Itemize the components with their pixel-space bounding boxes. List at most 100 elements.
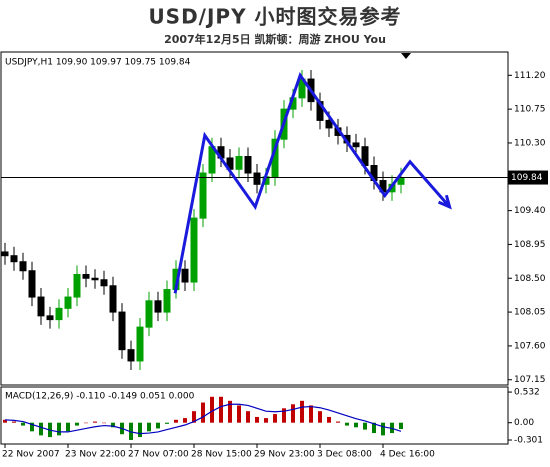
macd-bar [192, 411, 196, 423]
macd-bar [147, 422, 151, 432]
candle-body [181, 268, 189, 283]
candle-body [325, 119, 333, 129]
macd-bar [156, 422, 160, 429]
candle-body [82, 274, 90, 279]
candle-body [253, 172, 261, 185]
macd-y-tick-label: 0.532 [514, 388, 540, 398]
candle-body [145, 300, 153, 328]
macd-bar [363, 422, 367, 430]
macd-signal [4, 403, 402, 435]
x-tick-label: 28 Nov 15:00 [191, 450, 252, 460]
y-tick-label: 109.40 [514, 206, 546, 216]
macd-bar [21, 422, 25, 426]
x-tick-label: 3 Dec 08:00 [317, 450, 372, 460]
candle-body [136, 326, 144, 362]
macd-bar [93, 421, 97, 423]
macd-bar [273, 414, 277, 423]
macd-y-tick-label: 0.00 [514, 418, 534, 428]
macd-bar [372, 422, 376, 434]
macd-bar [210, 396, 214, 423]
main-panel [0, 51, 509, 386]
candle-body [19, 261, 27, 272]
macd-bar [318, 411, 322, 423]
x-tick-label: 4 Dec 16:00 [380, 450, 435, 460]
candle-body [28, 270, 36, 298]
candle-body [10, 255, 18, 263]
macd-bar [381, 422, 385, 436]
macd-bar [201, 402, 205, 423]
candle-body [109, 285, 117, 313]
y-tick-label: 111.20 [514, 71, 546, 81]
macd-bar [327, 416, 331, 423]
trendline-arrowhead [437, 194, 452, 210]
candle-body [100, 279, 108, 287]
candle-body [235, 155, 243, 170]
macd-bar [228, 400, 232, 423]
macd-bar [174, 419, 178, 423]
macd-bar [246, 411, 250, 423]
macd-bar [354, 422, 358, 428]
macd-bar [183, 418, 187, 423]
y-tick-label: 110.30 [514, 138, 546, 148]
macd-bar [219, 396, 223, 423]
macd-panel [0, 386, 509, 445]
x-tick-label: 29 Nov 23:00 [254, 450, 315, 460]
candle-body [163, 289, 171, 313]
macd-bar [66, 422, 70, 432]
macd-bar [138, 422, 142, 438]
y-tick-label: 107.15 [514, 375, 546, 385]
shift-marker [401, 53, 411, 59]
macd-bar [255, 416, 259, 423]
macd-bar [291, 404, 295, 423]
macd-bar [309, 405, 313, 423]
x-tick-label: 23 Nov 22:00 [65, 450, 126, 460]
candle-body [352, 142, 360, 148]
macd-bar [57, 422, 61, 436]
candle-body [118, 311, 126, 351]
candle-body [55, 307, 63, 321]
macd-bar [165, 422, 169, 424]
candle-body [199, 172, 207, 219]
macd-bar [300, 400, 304, 423]
macd-bar [111, 422, 115, 428]
macd-bar [237, 405, 241, 423]
candle-body [46, 315, 54, 321]
macd-bar [282, 408, 286, 423]
macd-bar [399, 422, 403, 430]
last-price-box [508, 170, 548, 185]
candle-body [127, 349, 135, 362]
macd-bar [12, 421, 16, 423]
candle-body [1, 251, 9, 257]
macd-bar [102, 422, 106, 424]
candle-body [154, 300, 162, 313]
macd-bar [345, 422, 349, 426]
y-tick-label: 108.05 [514, 308, 546, 318]
macd-bar [39, 422, 43, 436]
macd-bar [75, 422, 79, 426]
macd-header: MACD(12,26,9) -0.110 -0.149 0.051 0.000 [5, 392, 195, 402]
candle-body [64, 296, 72, 309]
y-tick-label: 108.50 [514, 274, 546, 284]
candle-body [73, 274, 81, 298]
chart-title: USD/JPY 小时图交易参考 [148, 5, 401, 29]
macd-bar [30, 422, 34, 432]
y-tick-label: 107.60 [514, 341, 546, 351]
candle-body [37, 296, 45, 317]
y-tick-label: 108.95 [514, 240, 546, 250]
chart-header: USDJPY,H1 109.90 109.97 109.75 109.84 [5, 58, 191, 68]
trendline [173, 72, 451, 294]
x-tick-label: 22 Nov 2007 [2, 450, 60, 460]
y-tick-label: 110.75 [514, 105, 546, 115]
macd-bar [3, 419, 7, 423]
macd-bar [84, 422, 88, 424]
candle-body [91, 277, 99, 281]
candle-body [190, 217, 198, 283]
candle-body [244, 155, 252, 174]
x-tick-label: 27 Nov 07:00 [128, 450, 189, 460]
last-price-label: 109.84 [511, 173, 543, 183]
macd-bar [264, 418, 268, 423]
macd-y-tick-label: -0.301 [514, 436, 543, 446]
chart-subtitle: 2007年12月5日 凯斯顿：周游 ZHOU You [164, 32, 386, 46]
